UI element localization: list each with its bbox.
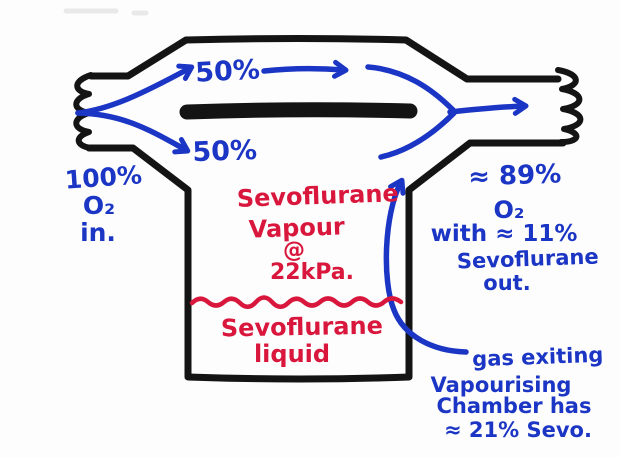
flow-arrow-lower-split bbox=[75, 110, 191, 155]
label-inlet-line1: 100% bbox=[64, 160, 143, 194]
label-upper-split: 50% bbox=[194, 54, 260, 88]
vaporizer-body-bottom-outline bbox=[85, 139, 567, 383]
label-outlet-line4: Sevoflurane bbox=[457, 245, 599, 274]
label-vapour-line1: Sevoflurane bbox=[236, 179, 399, 213]
label-outlet-line2: O₂ bbox=[494, 196, 525, 224]
flow-arrow-bypass bbox=[261, 59, 349, 79]
label-vapour-line4: 22kPa. bbox=[270, 260, 354, 285]
label-annotation-line2: Vapourising bbox=[431, 373, 572, 397]
label-liquid-line1: Sevoflurane bbox=[221, 312, 383, 343]
label-annotation-line4: ≈ 21% Sevo. bbox=[444, 418, 592, 442]
label-annotation-line3: Chamber has bbox=[437, 394, 592, 418]
liquid-surface-wavy-line bbox=[189, 295, 404, 309]
bypass-baffle bbox=[179, 102, 418, 120]
flow-curve-lower-rejoin bbox=[378, 110, 457, 160]
flow-arrow-outlet bbox=[447, 96, 529, 116]
smudge-mark bbox=[63, 8, 149, 16]
label-liquid-line2: liquid bbox=[254, 340, 330, 368]
vaporizer-body-top-outline bbox=[87, 35, 562, 83]
label-lower-split: 50% bbox=[192, 135, 258, 168]
label-annotation-line1: gas exiting bbox=[472, 343, 604, 372]
flow-curve-upper-rejoin bbox=[365, 64, 456, 113]
label-outlet-line1: ≈ 89% bbox=[468, 159, 562, 192]
label-inlet-line2: O₂ bbox=[83, 191, 115, 220]
label-vapour-line3: @ bbox=[283, 238, 305, 263]
annotation-arrow bbox=[383, 177, 469, 355]
label-vapour-line2: Vapour bbox=[248, 212, 345, 243]
label-inlet-line3: in. bbox=[80, 218, 116, 247]
outlet-break-squiggle-icon bbox=[555, 67, 584, 145]
label-outlet-line3: with ≈ 11% bbox=[431, 221, 578, 247]
label-outlet-line5: out. bbox=[483, 271, 530, 295]
